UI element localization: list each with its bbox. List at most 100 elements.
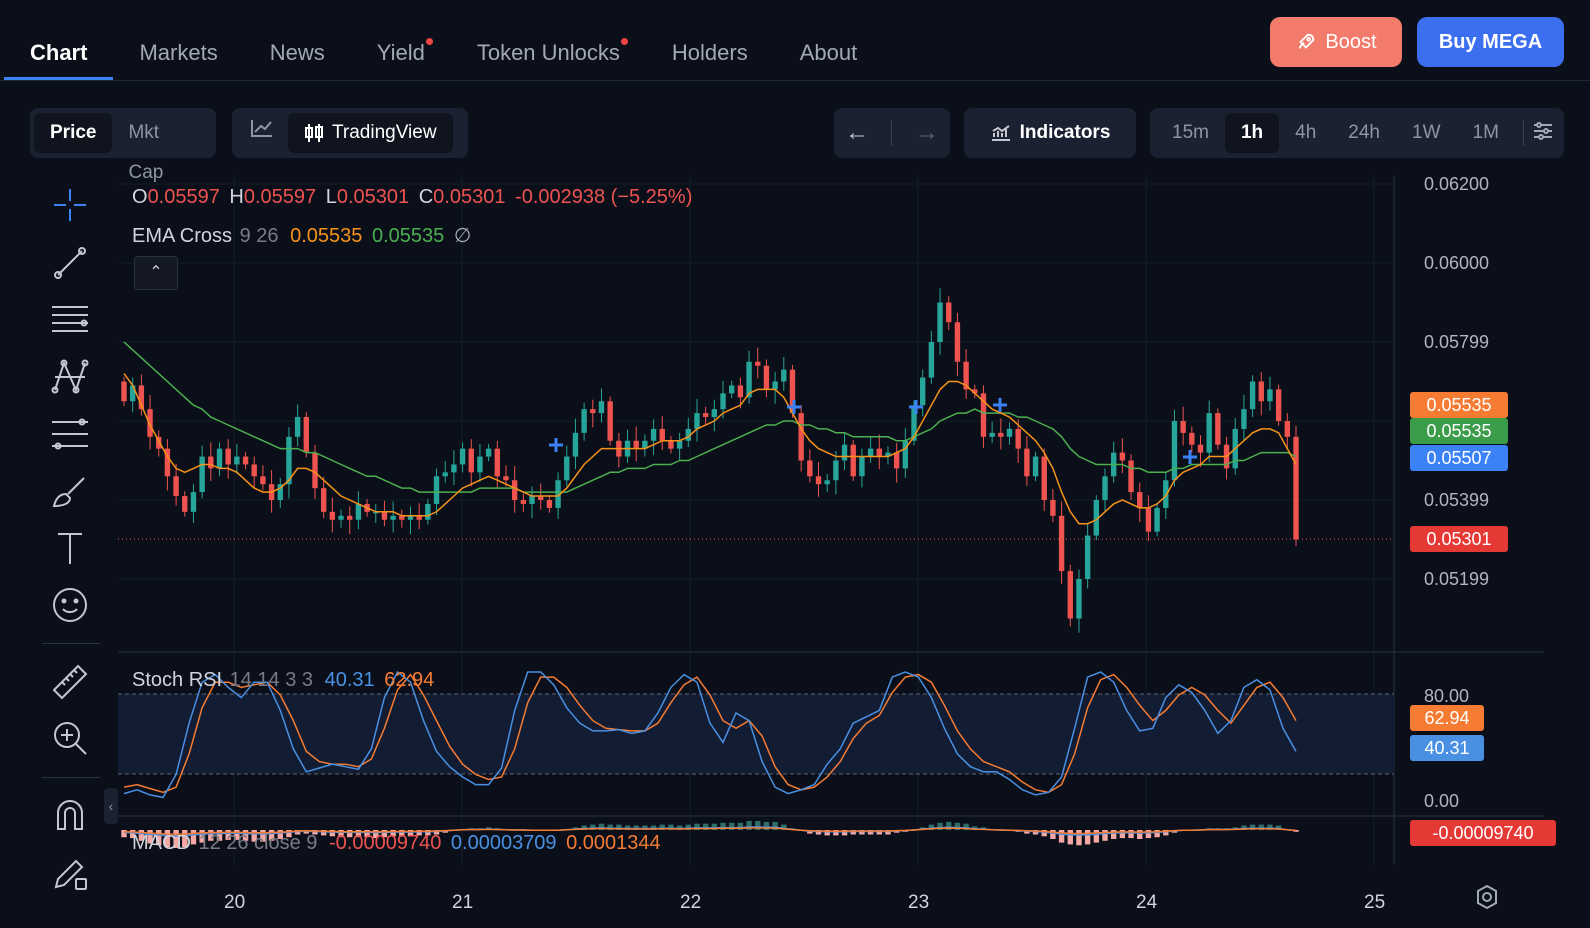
emoji-icon[interactable]: [50, 585, 90, 625]
candle-body: [242, 456, 249, 465]
candle-body: [1102, 476, 1108, 500]
tab-about[interactable]: About: [800, 0, 858, 80]
timeframe-1w[interactable]: 1W: [1412, 122, 1441, 143]
candle-body: [407, 515, 414, 520]
change-value: -0.002938 (−5.25%): [515, 186, 693, 208]
timeframe-15m[interactable]: 15m: [1172, 122, 1209, 143]
candle-body: [885, 452, 891, 457]
candle-body: [129, 385, 136, 402]
fib-retracement-icon[interactable]: [50, 414, 90, 454]
candle-body: [798, 413, 804, 461]
candle-body: [833, 460, 839, 481]
candle-body: [294, 417, 301, 437]
macd-histogram-bar: [702, 823, 709, 830]
tab-chart[interactable]: Chart: [3, 0, 115, 80]
brush-icon[interactable]: [50, 472, 90, 512]
candle-body: [459, 448, 466, 465]
macd-histogram-bar: [381, 830, 388, 838]
candle-body: [260, 476, 266, 485]
buy-button[interactable]: Buy MEGA: [1417, 17, 1564, 67]
mktcap-toggle[interactable]: Mkt Cap: [128, 122, 164, 183]
candle-body: [1067, 571, 1073, 619]
candle-body: [425, 503, 431, 520]
price-toggle[interactable]: Price: [34, 113, 113, 153]
candle-body: [208, 456, 214, 469]
chart-settings-icon[interactable]: [1474, 884, 1500, 915]
horizontal-lines-icon[interactable]: [50, 299, 90, 339]
macd-value: -0.00009740: [329, 832, 442, 854]
macd-name: MACD: [132, 832, 191, 854]
macd-histogram-bar: [1058, 830, 1065, 843]
macd-histogram-bar: [182, 830, 188, 848]
line-chart-toggle[interactable]: [236, 113, 288, 153]
ema-visibility-symbol[interactable]: ∅: [453, 225, 472, 247]
candle-body: [1206, 413, 1212, 453]
macd-histogram-bar: [277, 830, 283, 839]
line-chart-icon: [251, 120, 272, 137]
macd-histogram-bar: [833, 830, 839, 836]
ruler-icon[interactable]: [50, 662, 90, 702]
candle-body: [503, 476, 509, 481]
stoch-k-value: 40.31: [324, 669, 375, 691]
collapse-legend-button[interactable]: ⌃: [134, 256, 178, 290]
tab-label: Holders: [671, 40, 748, 65]
candle-body: [1258, 381, 1264, 402]
pattern-icon[interactable]: [50, 357, 90, 397]
stoch-params: 14 14 3 3: [229, 669, 314, 691]
tab-markets[interactable]: Markets: [139, 0, 217, 80]
price-tick-label: 0.05399: [1424, 490, 1490, 510]
candle-body: [303, 417, 310, 453]
timeframe-4h[interactable]: 4h: [1295, 122, 1317, 143]
macd-histogram-bar: [1076, 830, 1082, 846]
stoch-k-tag: 40.31: [1410, 735, 1484, 761]
divider: [891, 120, 893, 146]
divider: [1522, 120, 1524, 146]
price-tick-label: 0.05199: [1424, 569, 1490, 589]
candle-body: [1006, 428, 1013, 437]
timeframe-24h[interactable]: 24h: [1348, 122, 1380, 143]
candle-body: [841, 444, 848, 461]
boost-button[interactable]: Boost: [1270, 17, 1402, 67]
candle-body: [1293, 436, 1299, 540]
indicators-icon: [991, 125, 1010, 141]
stoch-k-line: [123, 670, 1297, 799]
candle-body: [920, 377, 926, 406]
candle-body: [1249, 381, 1256, 410]
stoch-band: [118, 694, 1394, 774]
arrow-right-icon[interactable]: →: [914, 119, 939, 146]
crosshair-icon[interactable]: [50, 185, 90, 225]
ema-fast-value: 0.05535: [290, 225, 363, 247]
arrow-left-icon[interactable]: ←: [845, 119, 870, 146]
candle-body: [564, 456, 570, 481]
candle-body: [1119, 452, 1126, 461]
tab-yield[interactable]: Yield: [377, 0, 433, 80]
candle-body: [286, 436, 292, 485]
timeframe-1m[interactable]: 1M: [1472, 122, 1499, 143]
timeframe-1h[interactable]: 1h: [1224, 113, 1280, 153]
divider: [42, 643, 100, 644]
tab-holders[interactable]: Holders: [672, 0, 748, 80]
magnet-icon[interactable]: [50, 795, 90, 835]
price-chart[interactable]: [0, 170, 1590, 928]
ema-slow-value: 0.05535: [371, 225, 445, 247]
macd-histogram-bar: [425, 830, 431, 836]
lock-pencil-icon[interactable]: [50, 853, 90, 893]
trend-line-icon[interactable]: [50, 243, 90, 283]
text-tool-icon[interactable]: [50, 528, 90, 568]
indicators-button[interactable]: Indicators: [964, 108, 1136, 158]
macd-histogram-bar: [225, 830, 231, 840]
ema-name: EMA Cross: [132, 225, 233, 247]
zoom-in-icon[interactable]: [50, 718, 90, 758]
candle-body: [277, 484, 283, 500]
settings-sliders-icon[interactable]: [1532, 121, 1554, 146]
candle-body: [581, 409, 587, 433]
tab-news[interactable]: News: [270, 0, 325, 80]
collapse-toolbar-handle[interactable]: ‹: [104, 788, 118, 824]
top-nav: Chart Markets News Yield Token Unlocks Holder…: [0, 0, 1590, 81]
tradingview-toggle[interactable]: TradingView: [288, 113, 453, 153]
low-label: L: [325, 186, 337, 208]
candle-body: [381, 511, 388, 520]
candle-body: [416, 515, 422, 520]
macd-histogram-bar: [781, 824, 787, 830]
tab-token-unlocks[interactable]: Token Unlocks: [477, 0, 628, 80]
